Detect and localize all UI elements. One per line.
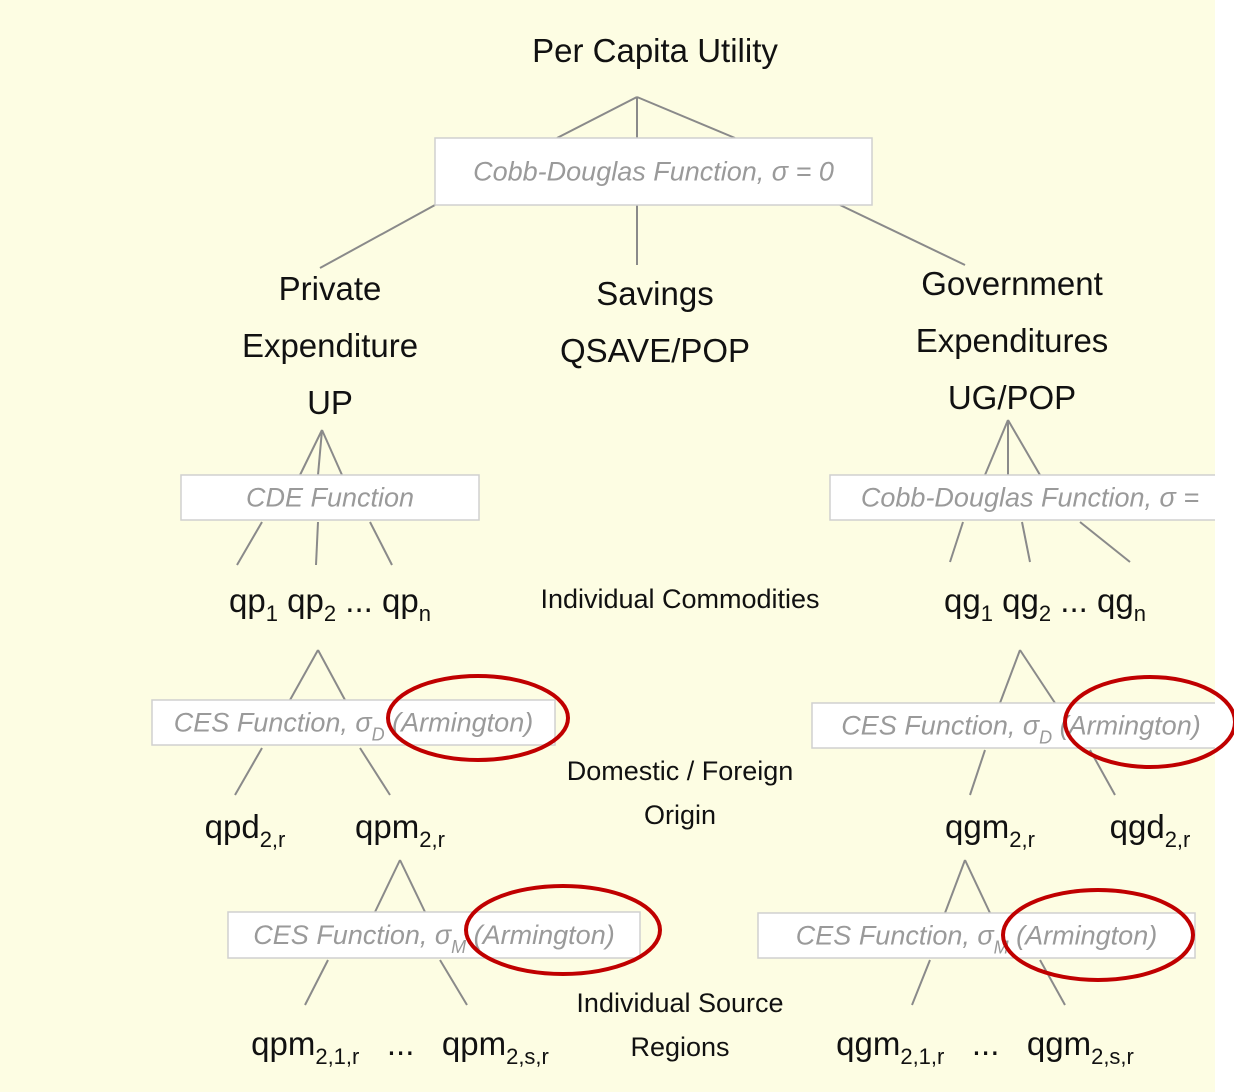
- text-part: qp: [278, 582, 324, 619]
- function-label: Cobb-Douglas Function, σ = 0: [473, 157, 834, 187]
- function-box: CDE Function: [180, 474, 480, 521]
- labels: Per Capita Utility Private Expenditure UP Sa…: [205, 32, 1191, 1069]
- text-part: ... qgm: [944, 1025, 1091, 1062]
- text-part: ... qpm: [359, 1025, 506, 1062]
- node-label: qpd2,r: [205, 808, 286, 852]
- text-part: Private: [279, 270, 382, 307]
- text-part: CES Function, σ: [174, 708, 374, 738]
- highlights: [386, 674, 1234, 982]
- function-box: CES Function, σM (Armington): [757, 912, 1196, 959]
- function-boxes: Cobb-Douglas Function, σ = 0 CDE Function…: [151, 137, 1215, 959]
- subscript: 2,s,r: [506, 1044, 549, 1069]
- level-label: Individual Commodities: [540, 584, 819, 614]
- level-label: Regions: [630, 1032, 729, 1062]
- node-label: qgm2,1,r ... qgm2,s,r: [836, 1025, 1134, 1069]
- node-label: Government: [921, 265, 1103, 302]
- text-part: qgd: [1110, 808, 1165, 845]
- node-label: Savings: [596, 275, 713, 312]
- function-box: CES Function, σD (Armington): [151, 699, 556, 746]
- text-part: qg: [993, 582, 1039, 619]
- function-label: CES Function, σD (Armington): [174, 708, 533, 745]
- text-part: QSAVE/POP: [560, 332, 750, 369]
- function-label: CES Function, σD (Armington): [841, 711, 1200, 748]
- text-part: CES Function, σ: [841, 711, 1041, 741]
- node-label: UG/POP: [948, 379, 1076, 416]
- title: Per Capita Utility: [532, 32, 778, 69]
- subscript: n: [1134, 601, 1146, 626]
- node-label: QSAVE/POP: [560, 332, 750, 369]
- box: [180, 474, 480, 521]
- subscript: 2,r: [419, 827, 445, 852]
- text-part: (Armington): [1052, 711, 1201, 741]
- text-part: Cobb-Douglas Function, σ =: [861, 483, 1199, 513]
- node-label: qpm2,1,r ... qpm2,s,r: [251, 1025, 549, 1069]
- subscript: 2,1,r: [315, 1044, 359, 1069]
- function-label: CES Function, σM (Armington): [253, 920, 614, 957]
- node-label: Private: [279, 270, 382, 307]
- text-part: qpm: [251, 1025, 315, 1062]
- subscript: 2,r: [260, 827, 286, 852]
- text-part: UP: [307, 384, 353, 421]
- text-part: qgm: [945, 808, 1009, 845]
- node-label: Expenditure: [242, 327, 418, 364]
- text-part: Savings: [596, 275, 713, 312]
- node-label: qp1 qp2 ... qpn: [229, 582, 431, 626]
- box: [151, 699, 556, 746]
- function-label: CDE Function: [246, 483, 414, 513]
- function-label: CES Function, σM (Armington): [796, 921, 1157, 958]
- function-box: Cobb-Douglas Function, σ =: [829, 474, 1215, 521]
- subscript: 2,r: [1009, 827, 1035, 852]
- subscript: 2,1,r: [900, 1044, 944, 1069]
- function-label: Cobb-Douglas Function, σ =: [861, 483, 1199, 513]
- node-label: qg1 qg2 ... qgn: [944, 582, 1146, 626]
- node-label: UP: [307, 384, 353, 421]
- text-part: qp: [229, 582, 266, 619]
- text-part: CES Function, σ: [253, 920, 453, 950]
- text-part: qg: [944, 582, 981, 619]
- subscript: 2,r: [1165, 827, 1191, 852]
- text-part: Expenditure: [242, 327, 418, 364]
- level-label: Domestic / Foreign: [567, 756, 794, 786]
- function-box: CES Function, σM (Armington): [227, 911, 641, 959]
- node-label: qgd2,r: [1110, 808, 1191, 852]
- text-part: Expenditures: [916, 322, 1109, 359]
- subscript: 1: [981, 601, 993, 626]
- box: [757, 912, 1196, 959]
- text-part: (Armington): [466, 920, 615, 950]
- subscript: M: [451, 937, 466, 957]
- text-part: ... qp: [336, 582, 419, 619]
- text-part: (Armington): [1009, 921, 1158, 951]
- text-part: CES Function, σ: [796, 921, 996, 951]
- level-label: Origin: [644, 800, 716, 830]
- text-part: Government: [921, 265, 1103, 302]
- text-part: CDE Function: [246, 483, 414, 513]
- connectors: [234, 96, 1131, 1006]
- box: [811, 702, 1215, 749]
- node-label: qgm2,r: [945, 808, 1035, 852]
- box: [227, 911, 641, 959]
- box: [434, 137, 873, 206]
- text-part: qpm: [355, 808, 419, 845]
- subscript: 2: [1039, 601, 1051, 626]
- text-part: qgm: [836, 1025, 900, 1062]
- level-label: Individual Source: [576, 988, 783, 1018]
- node-label: qpm2,r: [355, 808, 445, 852]
- text-part: (Armington): [385, 708, 534, 738]
- subscript: D: [372, 725, 385, 745]
- subscript: n: [419, 601, 431, 626]
- subscript: 2,s,r: [1091, 1044, 1134, 1069]
- subscript: 1: [266, 601, 278, 626]
- subscript: 2: [324, 601, 336, 626]
- node-label: Expenditures: [916, 322, 1109, 359]
- text-part: UG/POP: [948, 379, 1076, 416]
- function-box: Cobb-Douglas Function, σ = 0: [434, 137, 873, 206]
- box: [829, 474, 1215, 521]
- function-box: CES Function, σD (Armington): [811, 702, 1215, 749]
- text-part: qpd: [205, 808, 260, 845]
- text-part: ... qg: [1051, 582, 1134, 619]
- text-part: Cobb-Douglas Function, σ = 0: [473, 157, 834, 187]
- subscript: D: [1039, 728, 1052, 748]
